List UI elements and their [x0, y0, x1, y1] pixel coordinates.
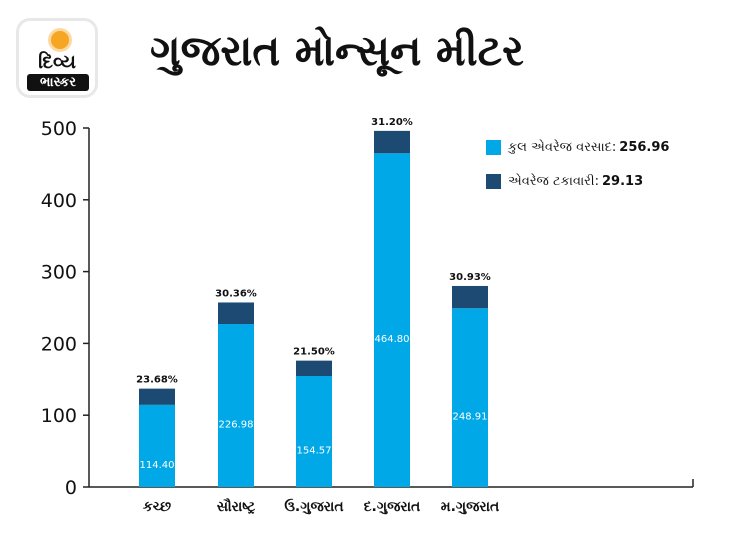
legend-percent-label: એવરેજ ટકાવારી: [508, 173, 599, 189]
bar-percentage-segment [218, 302, 254, 325]
y-tick-label: 400 [41, 190, 77, 212]
bar-value-label: 114.40 [140, 460, 175, 471]
bar-rainfall [452, 308, 488, 487]
y-tick-label: 200 [41, 333, 77, 355]
bar-percent-label: 23.68% [136, 375, 178, 386]
bar-percent-label: 31.20% [371, 117, 413, 128]
bar-rainfall [374, 153, 410, 487]
x-category-label: મ.ગુજરાત [441, 499, 500, 515]
y-tick-label: 500 [41, 118, 77, 140]
legend-swatch-total [486, 139, 501, 155]
logo-line-2: ભાસ્કર [27, 74, 89, 91]
bar-value-label: 464.80 [375, 334, 410, 345]
bar-value-label: 154.57 [297, 446, 332, 457]
bar-value-label: 226.98 [219, 420, 254, 431]
y-tick-label: 100 [41, 405, 77, 427]
chart-axes: 0 100 200 300 400 500 [41, 118, 694, 499]
bar-percent-label: 21.50% [293, 347, 335, 358]
legend-total-value: 256.96 [619, 139, 670, 155]
bar-value-label: 248.91 [453, 412, 488, 423]
legend-percent-value: 29.13 [602, 173, 644, 189]
legend-item-percent: એવરેજ ટકાવારી: 29.13 [486, 170, 716, 192]
chart-bars: 114.40 23.68% કચ્છ 226.98 30.36% સૌરાષ્ટ્ર 154… [136, 117, 499, 515]
sun-icon [51, 31, 69, 49]
legend-swatch-percent [486, 173, 501, 189]
x-category-label: કચ્છ [143, 499, 171, 515]
bar-percent-label: 30.36% [215, 288, 257, 299]
legend-total-label: કુલ એવરેજ વરસાદ: [508, 139, 617, 155]
bar-rainfall [139, 404, 175, 487]
bar-percentage-segment [296, 360, 332, 377]
bar-percentage-segment [139, 388, 175, 405]
bar-rainfall [218, 324, 254, 487]
legend: કુલ એવરેજ વરસાદ: 256.96 એવરેજ ટકાવારી: 2… [486, 136, 716, 204]
x-category-label: સૌરાષ્ટ્ર [217, 497, 256, 515]
y-tick-label: 0 [65, 477, 77, 499]
bar-percentage-segment [374, 130, 410, 154]
chart-title: ગુજરાત મોન્સૂન મીટર [150, 26, 524, 75]
x-category-label: ઉ.ગુજરાત [284, 498, 343, 515]
logo-line-1: દિવ્ય [38, 51, 76, 73]
bar-rainfall [296, 376, 332, 487]
divya-bhaskar-logo: દિવ્ય ભાસ્કર [16, 18, 98, 98]
bar-percent-label: 30.93% [449, 272, 491, 283]
legend-item-total: કુલ એવરેજ વરસાદ: 256.96 [486, 136, 716, 158]
x-category-label: દ.ગુજરાત [364, 499, 421, 515]
bar-percentage-segment [452, 285, 488, 309]
y-tick-label: 300 [41, 262, 77, 284]
